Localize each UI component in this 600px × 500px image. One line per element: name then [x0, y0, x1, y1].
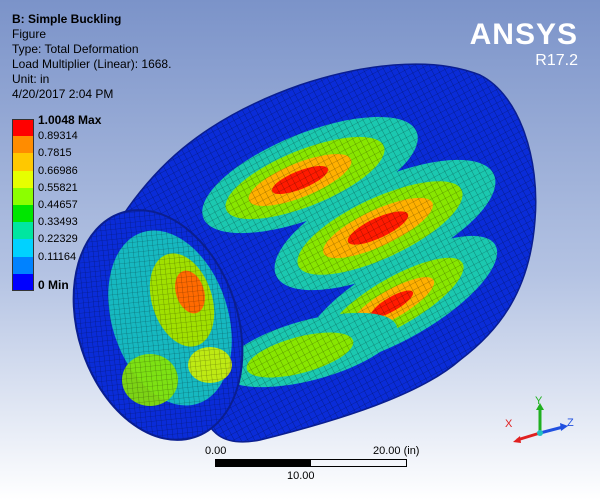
legend-row: 0.7815	[12, 147, 142, 171]
triad-y-label: Y	[535, 395, 543, 407]
legend-row: 0.33493	[12, 216, 142, 240]
legend-row: 0.55821	[12, 182, 142, 205]
legend-row: 1.0048 Max	[12, 113, 142, 137]
legend-row: 0.89314	[12, 130, 142, 154]
legend-label: 0.33493	[38, 216, 78, 229]
legend-row: 0 Min	[12, 273, 142, 292]
legend-row: 0.44657	[12, 199, 142, 223]
legend-row: 0.22329	[12, 233, 142, 257]
legend-swatch	[12, 222, 34, 240]
info-timestamp: 4/20/2017 2:04 PM	[12, 87, 114, 101]
triad-icon	[513, 403, 568, 443]
logo-brand: ANSYS	[469, 18, 578, 51]
legend-swatch	[12, 153, 34, 171]
legend-label: 0.7815	[38, 147, 72, 160]
info-unit: Unit: in	[12, 72, 50, 86]
info-load-multiplier: Load Multiplier (Linear): 1668.	[12, 57, 172, 71]
scale-start-label: 0.00	[205, 445, 227, 457]
legend-swatch	[12, 239, 34, 257]
axis-triad[interactable]: X Y Z	[495, 395, 585, 455]
legend-label: 0.44657	[38, 198, 78, 211]
info-figure: Figure	[12, 27, 47, 41]
info-result-type: Type: Total Deformation	[12, 42, 139, 56]
legend-label: 0.22329	[38, 233, 78, 246]
result-info-block: B: Simple Buckling Figure Type: Total De…	[12, 12, 171, 102]
triad-z-label: Z	[567, 417, 574, 429]
legend-label: 0.11164	[38, 250, 77, 263]
legend-row: 0.66986	[12, 165, 142, 188]
legend-swatch	[12, 204, 34, 223]
legend-label: 1.0048 Max	[38, 113, 102, 127]
legend-swatch	[12, 170, 34, 188]
legend-swatch	[12, 187, 34, 205]
contour-legend[interactable]: 1.0048 Max 0.89314 0.7815 0.66986 0.55821 0.4…	[12, 113, 142, 292]
legend-label: 0.89314	[38, 130, 78, 143]
legend-swatch	[12, 273, 34, 291]
legend-row: 0.11164	[12, 251, 142, 274]
legend-swatch	[12, 136, 34, 154]
analysis-title: B: Simple Buckling	[12, 12, 122, 26]
ansys-logo: ANSYS R17.2	[470, 20, 578, 70]
logo-version: R17.2	[535, 52, 578, 69]
scale-ruler: 0.00 20.00 (in) 10.00	[205, 445, 425, 490]
legend-label: 0.55821	[38, 181, 78, 194]
legend-label: 0 Min	[38, 277, 69, 292]
legend-label: 0.66986	[38, 164, 78, 177]
scale-end-label: 20.00 (in)	[373, 445, 420, 457]
legend-swatch	[12, 119, 34, 137]
legend-swatch	[12, 256, 34, 274]
triad-x-label: X	[505, 418, 513, 430]
scale-bar	[215, 459, 407, 467]
scale-mid-label: 10.00	[287, 470, 315, 482]
